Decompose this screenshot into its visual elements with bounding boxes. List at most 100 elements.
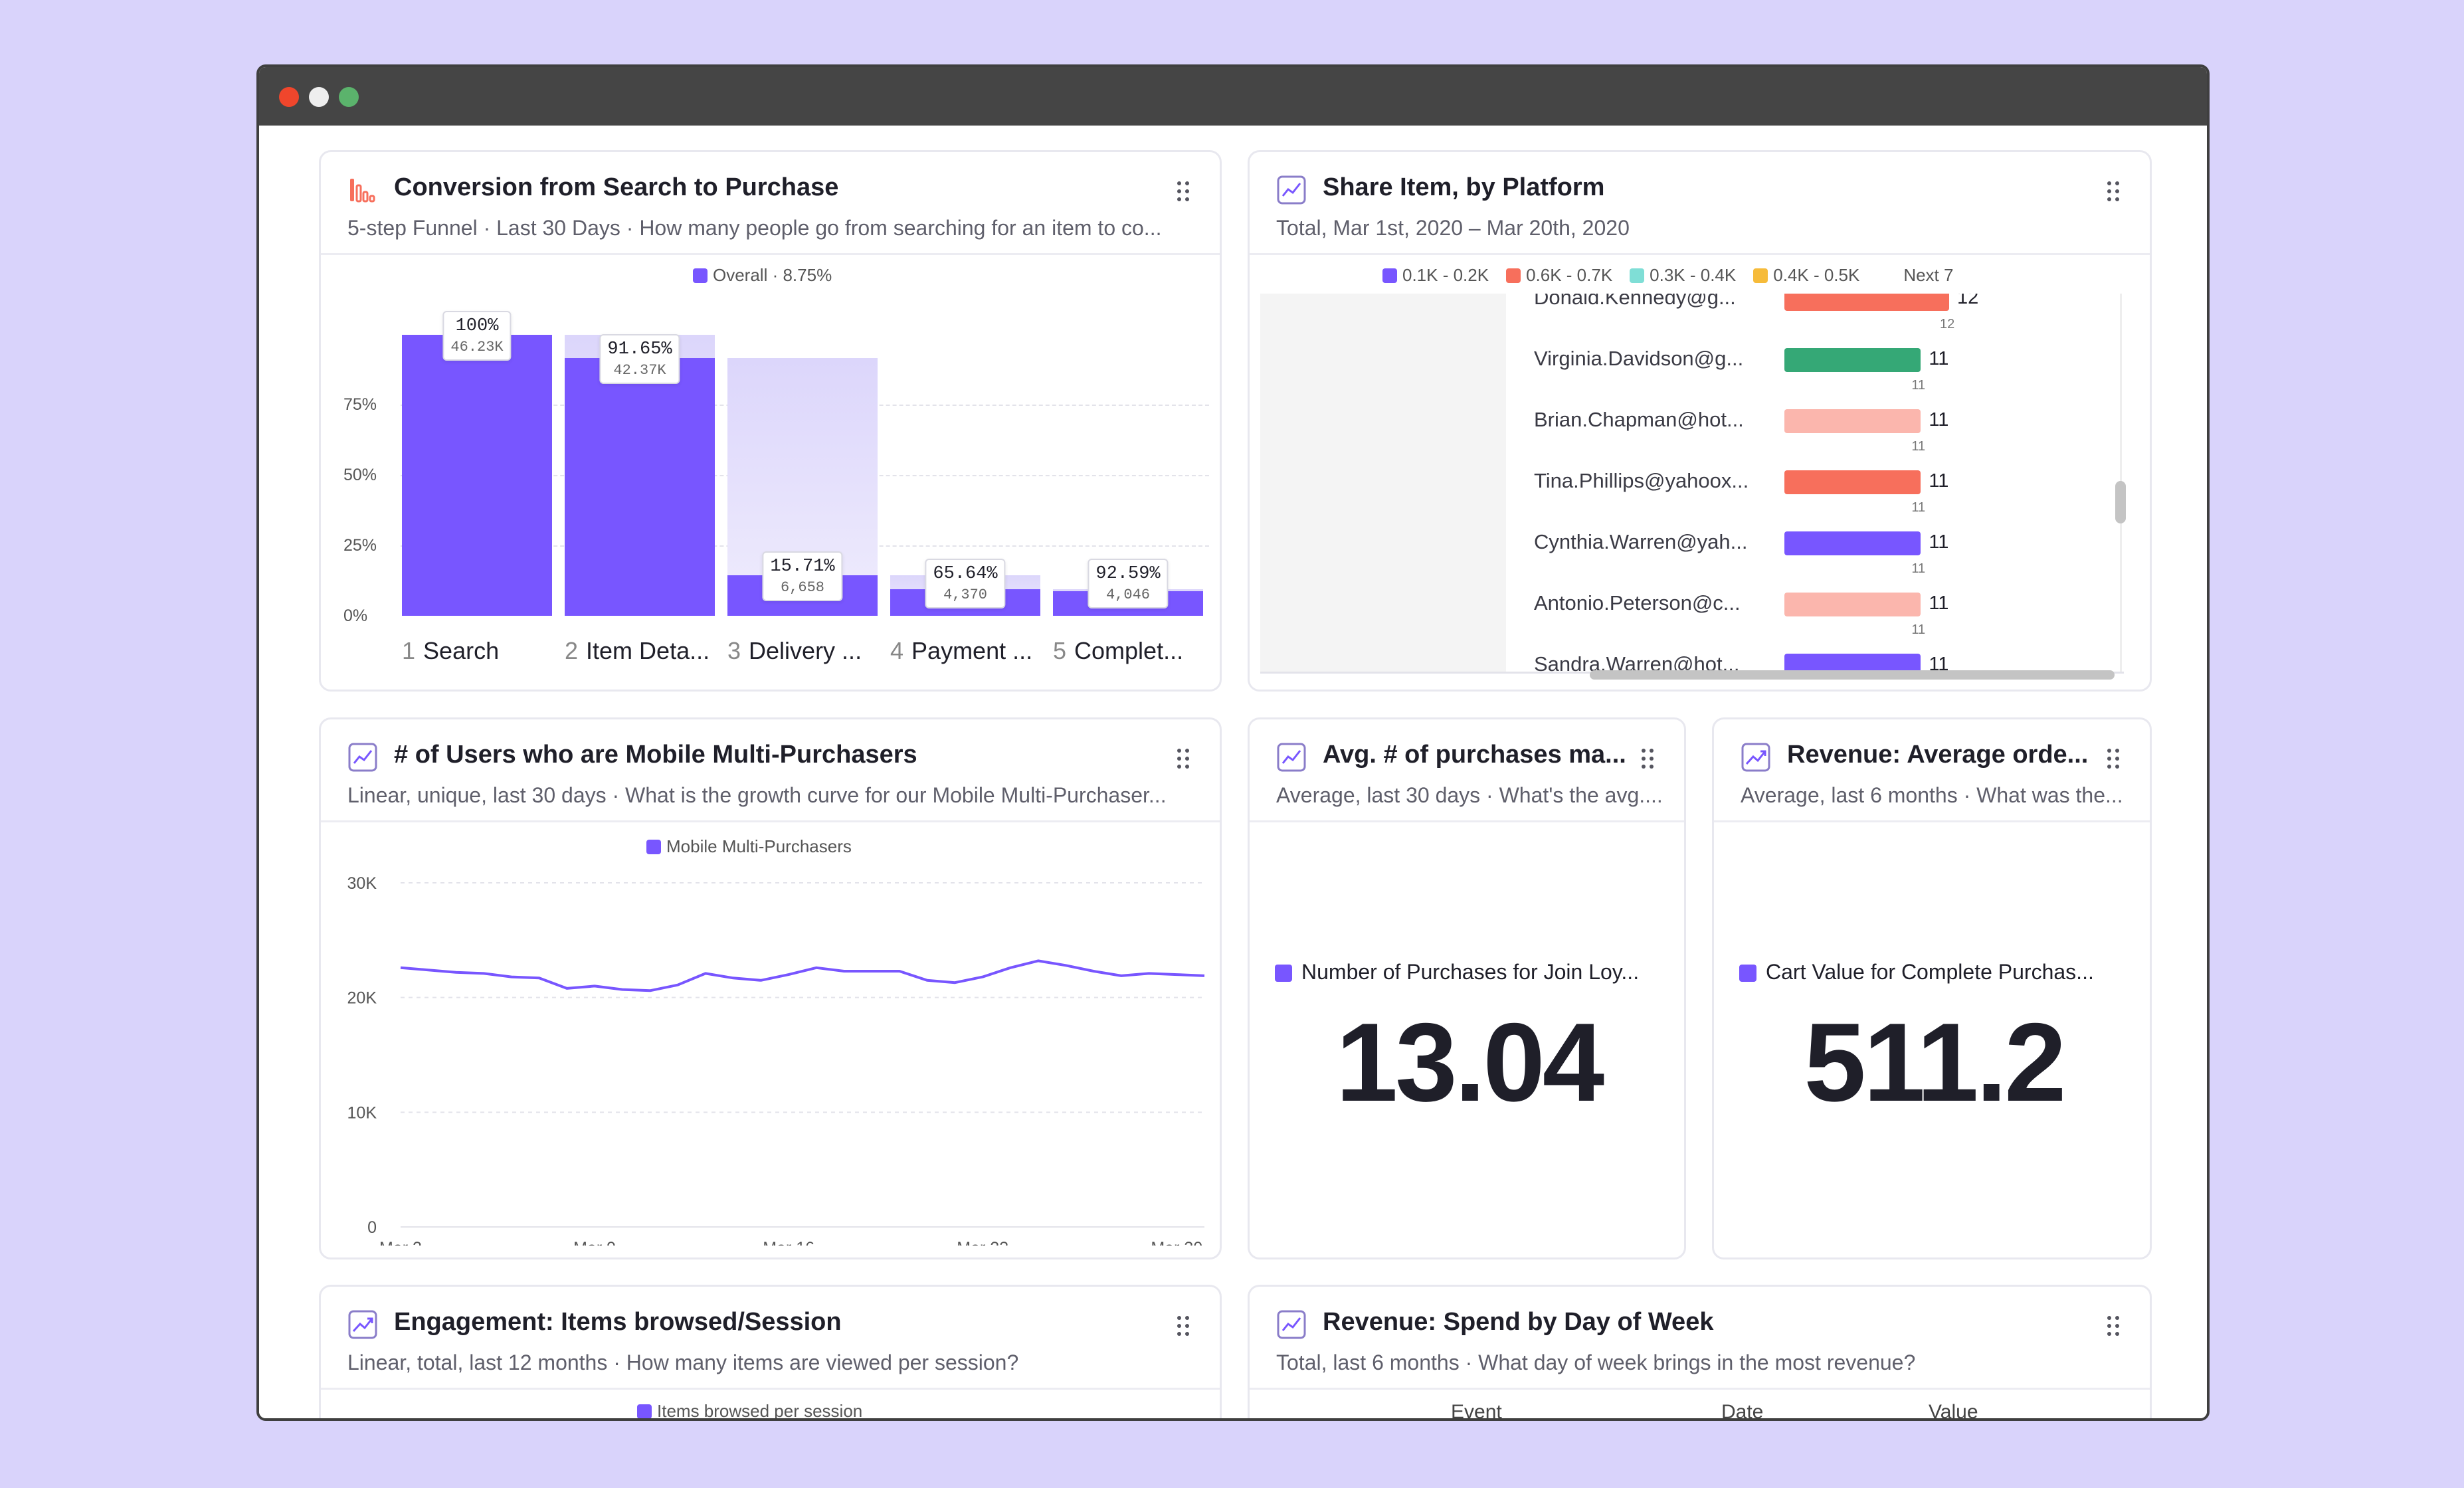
row-small-value: 11	[1911, 500, 1926, 515]
row-value-bar[interactable]	[1784, 348, 1921, 372]
card-title[interactable]: Revenue: Average orde...	[1787, 741, 2089, 769]
chart-legend: Overall · 8.75%	[693, 265, 832, 286]
funnel-conversion-bar[interactable]	[402, 335, 552, 616]
table-header-date[interactable]: Date	[1721, 1401, 1764, 1418]
revenue-average-card[interactable]: Revenue: Average orde... Average, last 6…	[1712, 717, 2152, 1259]
chart-legend: 0.1K - 0.2K 0.6K - 0.7K 0.3K - 0.4K 0.4K…	[1382, 265, 1953, 286]
row-user-name[interactable]: Tina.Phillips@yahoox...	[1534, 469, 1749, 492]
funnel-card[interactable]: Conversion from Search to Purchase 5-ste…	[319, 150, 1222, 692]
drag-handle-icon[interactable]	[2106, 747, 2122, 770]
row-value: 11	[1929, 654, 1949, 674]
row-user-name[interactable]: Cynthia.Warren@yah...	[1534, 530, 1748, 553]
row-value-bar[interactable]	[1784, 470, 1921, 494]
row-user-name[interactable]: Sandra.Warren@hot...	[1534, 652, 1740, 674]
card-title[interactable]: Share Item, by Platform	[1323, 173, 1605, 201]
card-title[interactable]: Conversion from Search to Purchase	[394, 173, 839, 201]
maximize-window-button[interactable]	[339, 87, 359, 107]
drag-handle-icon[interactable]	[1640, 747, 1656, 770]
row-small-value: 11	[1911, 378, 1926, 393]
funnel-step-tooltip: 65.64% 4,370	[925, 559, 1006, 608]
x-tick-label: Mar 23	[957, 1239, 1008, 1246]
line-chart-icon	[348, 743, 377, 772]
row-user-name[interactable]: Virginia.Davidson@g...	[1534, 347, 1744, 370]
funnel-step-label[interactable]: 2 Item Deta...	[565, 637, 710, 664]
row-value-bar[interactable]	[1784, 531, 1921, 555]
engagement-card[interactable]: Engagement: Items browsed/Session Linear…	[319, 1285, 1222, 1418]
card-title[interactable]: Engagement: Items browsed/Session	[394, 1308, 842, 1336]
legend-swatch	[1382, 268, 1397, 283]
row-value-bar[interactable]	[1784, 409, 1921, 433]
legend-next-button[interactable]: Next 7	[1903, 265, 1954, 285]
funnel-step-label[interactable]: 3 Delivery ...	[727, 637, 862, 664]
card-subtitle: 5-step Funnel · Last 30 Days · How many …	[347, 216, 1162, 240]
legend-item[interactable]: 0.1K - 0.2K	[1382, 265, 1489, 286]
row-small-value: 11	[1911, 439, 1926, 454]
step-count: 6,658	[780, 579, 824, 597]
card-title[interactable]: Revenue: Spend by Day of Week	[1323, 1308, 1714, 1336]
card-header: Revenue: Average orde... Average, last 6…	[1714, 719, 2150, 822]
legend-item[interactable]: 0.4K - 0.5K	[1753, 265, 1859, 286]
minimize-window-button[interactable]	[309, 87, 329, 107]
funnel-conversion-bar[interactable]	[565, 358, 715, 616]
legend-item[interactable]: Items browsed per session	[637, 1401, 862, 1418]
row-value-bar[interactable]	[1784, 593, 1921, 616]
legend-item[interactable]: 0.3K - 0.4K	[1630, 265, 1736, 286]
revenue-day-of-week-card[interactable]: Revenue: Spend by Day of Week Total, las…	[1248, 1285, 2152, 1418]
y-tick-label: 0%	[343, 606, 368, 625]
series-line-mobile-multi-purchasers[interactable]	[400, 959, 1205, 992]
legend-item[interactable]: Mobile Multi-Purchasers	[646, 836, 852, 857]
row-value: 11	[1929, 593, 1949, 614]
drag-handle-icon[interactable]	[1176, 180, 1192, 203]
line-chart-icon	[1277, 1310, 1306, 1339]
legend-swatch	[1753, 268, 1768, 283]
funnel-step-label[interactable]: 1 Search	[402, 637, 500, 664]
row-value: 11	[1929, 409, 1949, 430]
row-small-value: 11	[1911, 622, 1926, 637]
legend-swatch	[693, 268, 708, 283]
y-tick-label: 50%	[343, 466, 377, 484]
metric-label: Cart Value for Complete Purchas...	[1739, 960, 2094, 984]
row-user-name[interactable]: Donald.Kennedy@g...	[1534, 294, 1736, 309]
card-header: Revenue: Spend by Day of Week Total, las…	[1250, 1287, 2150, 1390]
vertical-scrollbar[interactable]	[2115, 481, 2126, 523]
y-tick-label: 30K	[347, 874, 377, 893]
row-value-bar[interactable]	[1784, 294, 1949, 311]
step-percent: 65.64%	[933, 564, 998, 584]
app-window: Conversion from Search to Purchase 5-ste…	[256, 64, 2210, 1421]
legend-swatch	[1275, 965, 1292, 982]
drag-handle-icon[interactable]	[2106, 1315, 2122, 1337]
funnel-step-label[interactable]: 5 Complet...	[1053, 637, 1184, 664]
row-user-name[interactable]: Antonio.Peterson@c...	[1534, 591, 1741, 614]
chart-legend: Items browsed per session	[637, 1401, 862, 1418]
legend-item[interactable]: 0.6K - 0.7K	[1506, 265, 1612, 286]
card-subtitle: Total, Mar 1st, 2020 – Mar 20th, 2020	[1276, 216, 1630, 240]
line-chart[interactable]: 30K 20K 10K 0Mar 2 Mar 9 Mar 16 Mar 23 Mar 30	[321, 820, 1220, 1246]
row-value-bar[interactable]	[1784, 654, 1921, 672]
y-tick-label: 0	[367, 1218, 377, 1237]
table-header-value[interactable]: Value	[1929, 1401, 1978, 1418]
avg-purchases-card[interactable]: Avg. # of purchases ma... Average, last …	[1248, 717, 1686, 1259]
funnel-step-tooltip: 100% 46.23K	[442, 311, 512, 361]
drag-handle-icon[interactable]	[2106, 180, 2122, 203]
card-title[interactable]: # of Users who are Mobile Multi-Purchase…	[394, 741, 917, 769]
funnel-step-1[interactable]	[402, 335, 552, 616]
drag-handle-icon[interactable]	[1176, 1315, 1192, 1337]
drag-handle-icon[interactable]	[1176, 747, 1192, 770]
trend-chart-icon	[1741, 743, 1770, 772]
horizontal-scrollbar[interactable]	[1590, 670, 2115, 680]
funnel-step-tooltip: 15.71% 6,658	[762, 551, 843, 602]
mobile-purchasers-card[interactable]: # of Users who are Mobile Multi-Purchase…	[319, 717, 1222, 1259]
y-tick-label: 20K	[347, 989, 377, 1008]
step-percent: 92.59%	[1095, 564, 1161, 584]
legend-item[interactable]: Overall · 8.75%	[693, 265, 832, 286]
step-count: 4,046	[1105, 587, 1150, 603]
close-window-button[interactable]	[279, 87, 299, 107]
share-scroll-area[interactable]: Donald.Kennedy@g... 12 12 Virginia.Davidson…	[1260, 294, 2124, 674]
table-header-event[interactable]: Event	[1451, 1401, 1502, 1418]
card-header: Avg. # of purchases ma... Average, last …	[1250, 719, 1684, 822]
row-user-name[interactable]: Brian.Chapman@hot...	[1534, 408, 1744, 431]
row-value: 11	[1929, 348, 1949, 369]
card-title[interactable]: Avg. # of purchases ma...	[1323, 741, 1626, 769]
share-item-card[interactable]: Share Item, by Platform Total, Mar 1st, …	[1248, 150, 2152, 692]
funnel-step-label[interactable]: 4 Payment ...	[890, 637, 1033, 664]
